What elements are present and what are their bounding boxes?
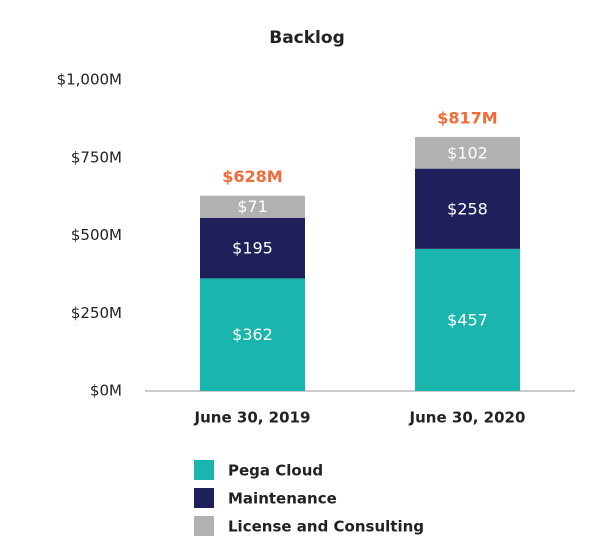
bar-segment [415,248,520,391]
value-label: $457 [447,310,488,329]
legend-label: License and Consulting [228,518,424,536]
bar-segment [415,136,520,169]
value-label: $102 [447,143,488,162]
y-tick-label: $750M [71,148,122,166]
total-label: $628M [222,167,282,186]
value-label: $258 [447,199,488,218]
legend-swatch [194,516,214,536]
y-tick-label: $250M [71,304,122,322]
bar-segment [200,195,305,218]
x-tick-label: June 30, 2019 [194,409,311,427]
bar-segment [415,168,520,249]
legend-swatch [194,488,214,508]
chart-title: Backlog [269,28,345,48]
total-label: $817M [437,108,497,127]
x-tick-label: June 30, 2020 [409,409,526,427]
legend-swatch [194,460,214,480]
y-tick-label: $1,000M [57,71,122,89]
legend-label: Maintenance [228,490,337,508]
value-label: $362 [232,325,273,344]
y-tick-label: $0M [90,382,122,400]
bar-segment [200,278,305,391]
value-label: $195 [232,239,273,258]
bar-segment [200,217,305,279]
value-label: $71 [237,197,268,216]
legend-label: Pega Cloud [228,462,323,480]
y-tick-label: $500M [71,226,122,244]
